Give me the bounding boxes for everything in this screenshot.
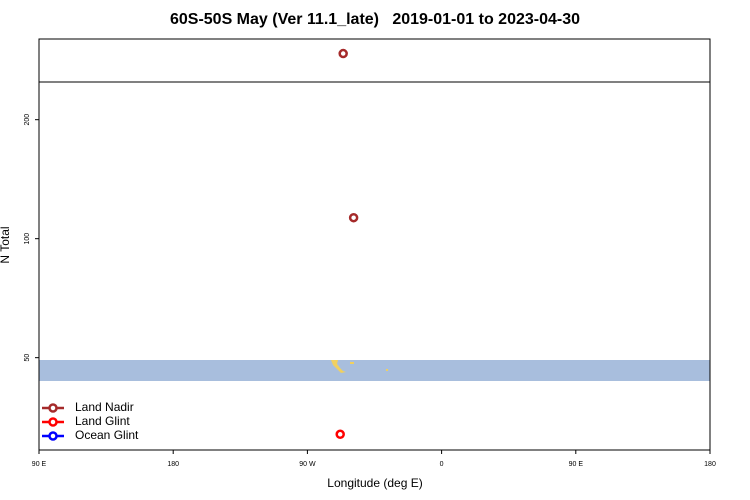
ocean-band xyxy=(39,360,710,381)
x-tick-label: 90 E xyxy=(32,461,47,468)
land-shape xyxy=(331,360,346,373)
land-shape xyxy=(386,369,388,371)
data-point xyxy=(335,429,345,440)
y-axis-label: N Total xyxy=(0,226,12,263)
x-tick-label: 180 xyxy=(704,461,716,468)
x-tick-label: 90 W xyxy=(299,461,316,468)
legend-marker xyxy=(48,403,58,413)
data-point xyxy=(348,212,359,223)
x-tick-label: 180 xyxy=(167,461,179,468)
data-point xyxy=(338,48,348,59)
x-axis-label: Longitude (deg E) xyxy=(327,476,422,490)
map-strip xyxy=(39,360,710,381)
chart-title: 60S-50S May (Ver 11.1_late) 2019-01-01 t… xyxy=(170,11,580,28)
legend-text: Ocean Glint xyxy=(75,428,139,442)
plot-frame xyxy=(38,38,711,451)
legend-marker xyxy=(48,431,58,441)
y-tick-label: 100 xyxy=(24,233,31,245)
y-tick-label: 50 xyxy=(24,354,31,362)
x-tick-label: 90 E xyxy=(569,461,584,468)
land-shape xyxy=(350,362,354,364)
legend-text: Land Nadir xyxy=(75,400,134,414)
x-tick-label: 0 xyxy=(440,461,444,468)
y-tick-label: 200 xyxy=(24,114,31,126)
legend-marker xyxy=(48,417,58,427)
legend-text: Land Glint xyxy=(75,414,130,428)
